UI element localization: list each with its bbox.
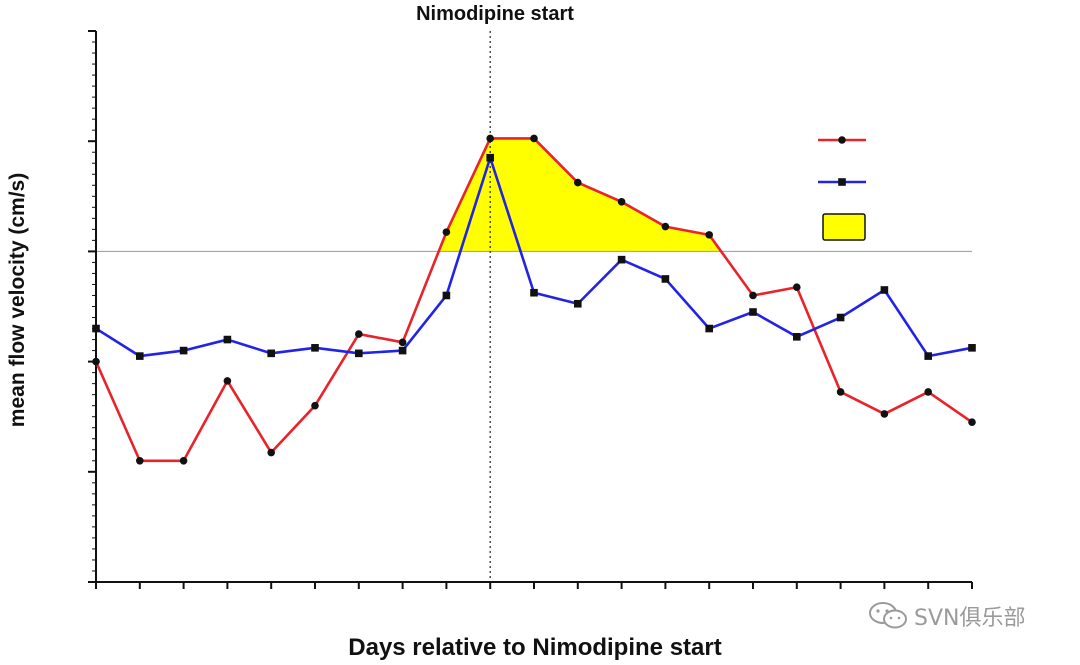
point-preventive xyxy=(574,299,582,308)
point-rescue xyxy=(530,134,538,143)
watermark-text: SVN俱乐部 xyxy=(914,606,1026,631)
point-preventive xyxy=(749,308,757,316)
legend-marker xyxy=(838,178,846,186)
x-axis-title: Days relative to Nimodipine start xyxy=(348,634,721,661)
point-preventive xyxy=(617,255,626,264)
point-rescue xyxy=(136,456,144,465)
point-preventive xyxy=(705,324,713,333)
point-rescue xyxy=(793,283,801,292)
point-preventive xyxy=(311,344,319,352)
y-axis-title: mean flow velocity (cm/s) xyxy=(6,173,29,427)
point-preventive xyxy=(223,335,232,344)
point-preventive xyxy=(968,344,976,352)
point-preventive xyxy=(355,349,363,358)
point-rescue xyxy=(442,228,451,236)
point-preventive xyxy=(530,288,538,297)
point-rescue xyxy=(398,338,407,347)
point-preventive xyxy=(793,333,801,341)
annotation-nimodipine-start: Nimodipine start xyxy=(416,3,574,25)
point-preventive xyxy=(179,346,188,355)
point-rescue xyxy=(574,178,582,187)
point-rescue xyxy=(486,134,495,143)
wechat-icon xyxy=(869,602,907,629)
point-rescue xyxy=(880,410,889,418)
point-preventive xyxy=(661,275,670,283)
point-rescue xyxy=(179,456,188,465)
point-rescue xyxy=(92,357,100,366)
point-preventive xyxy=(442,291,451,300)
point-rescue xyxy=(705,231,713,239)
legend-swatch-burden xyxy=(822,213,866,241)
point-rescue xyxy=(836,388,845,396)
axes xyxy=(88,30,973,589)
point-rescue xyxy=(968,418,976,427)
point-preventive xyxy=(267,349,275,358)
point-rescue xyxy=(355,330,363,338)
point-rescue xyxy=(267,448,276,457)
point-preventive xyxy=(924,352,932,360)
burden-fill-layer xyxy=(438,138,722,252)
watermark: SVN俱乐部 xyxy=(868,600,1025,632)
series-layer xyxy=(92,134,976,465)
point-preventive xyxy=(486,153,494,162)
point-preventive xyxy=(92,324,100,333)
reference-lines xyxy=(96,31,972,582)
point-rescue xyxy=(924,388,932,396)
point-preventive xyxy=(836,313,845,322)
legend xyxy=(818,136,866,241)
legend-marker xyxy=(838,136,846,144)
burden-of-vasospasm-area xyxy=(438,138,722,252)
point-rescue xyxy=(311,401,319,410)
point-rescue xyxy=(661,222,670,231)
point-preventive xyxy=(398,346,407,355)
point-rescue xyxy=(223,377,232,385)
point-rescue xyxy=(749,291,757,300)
point-rescue xyxy=(617,198,626,206)
point-preventive xyxy=(880,286,889,294)
point-preventive xyxy=(136,352,144,360)
